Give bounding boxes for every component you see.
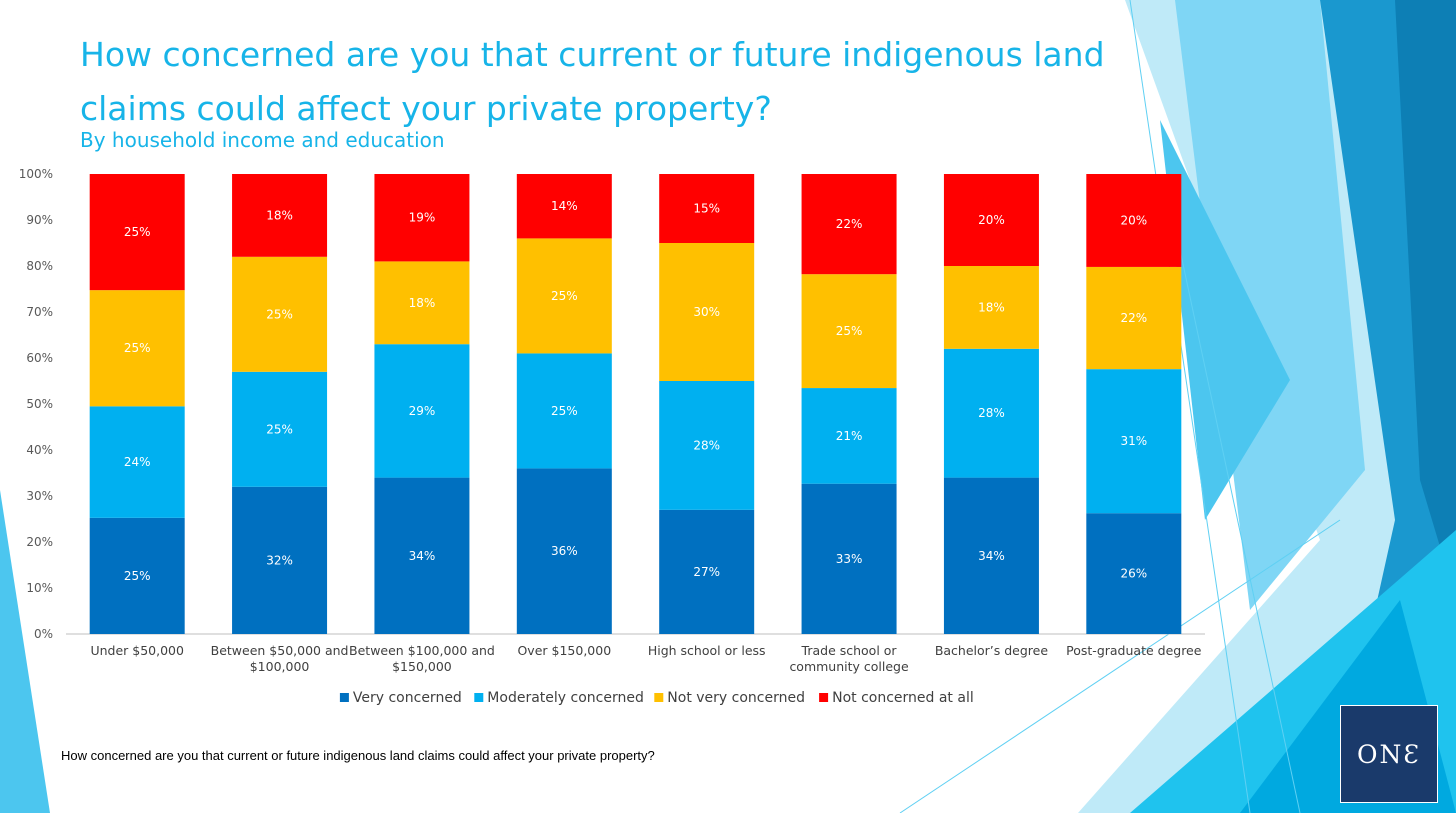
data-label: 25% [124, 341, 151, 355]
data-label: 19% [409, 211, 436, 225]
legend-label: Not very concerned [667, 690, 805, 706]
bar-segment [516, 174, 612, 239]
x-category-label: Trade school or community college [789, 643, 909, 674]
y-tick-label: 100% [19, 167, 53, 181]
y-tick-label: 10% [26, 581, 53, 595]
bar-segment [516, 238, 612, 354]
legend-label: Very concerned [353, 690, 462, 706]
data-label: 25% [266, 307, 293, 321]
bar-segment [659, 174, 755, 243]
x-category-label: Over $150,000 [517, 643, 611, 658]
page-subtitle: By household income and education [80, 128, 445, 152]
bar-segment [801, 274, 897, 389]
bar-segment [374, 174, 470, 262]
bar-segment [1086, 513, 1182, 634]
data-label: 34% [978, 549, 1005, 563]
y-tick-label: 90% [26, 213, 53, 227]
data-label: 25% [124, 225, 151, 239]
bar-segment [943, 266, 1039, 349]
bar-segment [943, 174, 1039, 266]
y-tick-label: 30% [26, 489, 53, 503]
bar-segment [89, 290, 185, 407]
data-label: 25% [124, 569, 151, 583]
bar-segment [232, 256, 328, 372]
bar-segment [801, 388, 897, 484]
legend-label: Not concerned at all [832, 690, 974, 706]
one-logo: ONƐ [1340, 705, 1438, 803]
bar-segment [516, 353, 612, 469]
data-label: 28% [693, 438, 720, 452]
bar-segment [659, 243, 755, 381]
x-category-label: High school or less [648, 643, 766, 658]
bar-segment [659, 381, 755, 510]
data-label: 25% [266, 422, 293, 436]
data-label: 18% [266, 208, 293, 222]
legend-swatch [654, 693, 664, 702]
data-label: 25% [551, 404, 578, 418]
y-tick-label: 40% [26, 443, 53, 457]
y-tick-label: 50% [26, 397, 53, 411]
x-category-label: Bachelor’s degree [935, 643, 1049, 658]
data-label: 20% [978, 213, 1005, 227]
data-label: 26% [1120, 567, 1147, 581]
data-label: 18% [409, 296, 436, 310]
bar-segment [1086, 266, 1182, 370]
bar-segment [89, 406, 185, 518]
bar-segment [943, 348, 1039, 478]
data-label: 18% [978, 300, 1005, 314]
x-category-label: Between $50,000 and $100,000 [211, 643, 349, 674]
data-label: 32% [266, 553, 293, 567]
bar-segment [232, 371, 328, 487]
bar-segment [374, 477, 470, 634]
data-label: 30% [693, 305, 720, 319]
stacked-bar-chart: 0% 10% 20% 30% 40% 50% 60% 70% 80% 90% 100% 25% 24% 2… [19, 167, 1205, 706]
legend-label: Moderately concerned [487, 690, 644, 706]
data-label: 21% [836, 429, 863, 443]
data-label: 31% [1120, 434, 1147, 448]
y-tick-label: 80% [26, 259, 53, 273]
data-label: 33% [836, 552, 863, 566]
data-label: 22% [836, 217, 863, 231]
data-label: 25% [551, 289, 578, 303]
data-label: 14% [551, 199, 578, 213]
data-label: 28% [978, 406, 1005, 420]
bar-segment [801, 174, 897, 275]
bar-segment [374, 261, 470, 345]
bar-segment [232, 174, 328, 257]
data-label: 20% [1120, 213, 1147, 227]
bar-segment [659, 509, 755, 634]
footer-question: How concerned are you that current or fu… [61, 748, 655, 763]
data-label: 25% [836, 324, 863, 338]
x-category-label: Post-graduate degree [1066, 643, 1202, 658]
logo-text: ONƐ [1357, 739, 1421, 769]
bar-segment [232, 486, 328, 634]
legend-swatch [474, 693, 484, 702]
y-tick-label: 70% [26, 305, 53, 319]
x-category-label: Between $100,000 and $150,000 [349, 643, 495, 674]
bar-segment [801, 483, 897, 634]
bar-segment [89, 517, 185, 634]
bar-segment [1086, 369, 1182, 514]
data-label: 36% [551, 544, 578, 558]
legend-swatch [819, 693, 829, 702]
y-tick-label: 60% [26, 351, 53, 365]
data-label: 22% [1120, 311, 1147, 325]
bar-segment [516, 468, 612, 634]
y-tick-label: 20% [26, 535, 53, 549]
bar-segment [374, 344, 470, 478]
data-label: 27% [693, 565, 720, 579]
page-title: How concerned are you that current or fu… [80, 35, 1105, 128]
x-category-label: Under $50,000 [90, 643, 184, 658]
bar-segment [89, 174, 185, 291]
bar-segment [1086, 174, 1182, 267]
y-tick-label: 0% [34, 627, 53, 641]
data-label: 15% [693, 202, 720, 216]
data-label: 29% [409, 404, 436, 418]
bar-segment [943, 477, 1039, 634]
data-label: 24% [124, 455, 151, 469]
legend-swatch [339, 693, 349, 702]
data-label: 34% [409, 549, 436, 563]
